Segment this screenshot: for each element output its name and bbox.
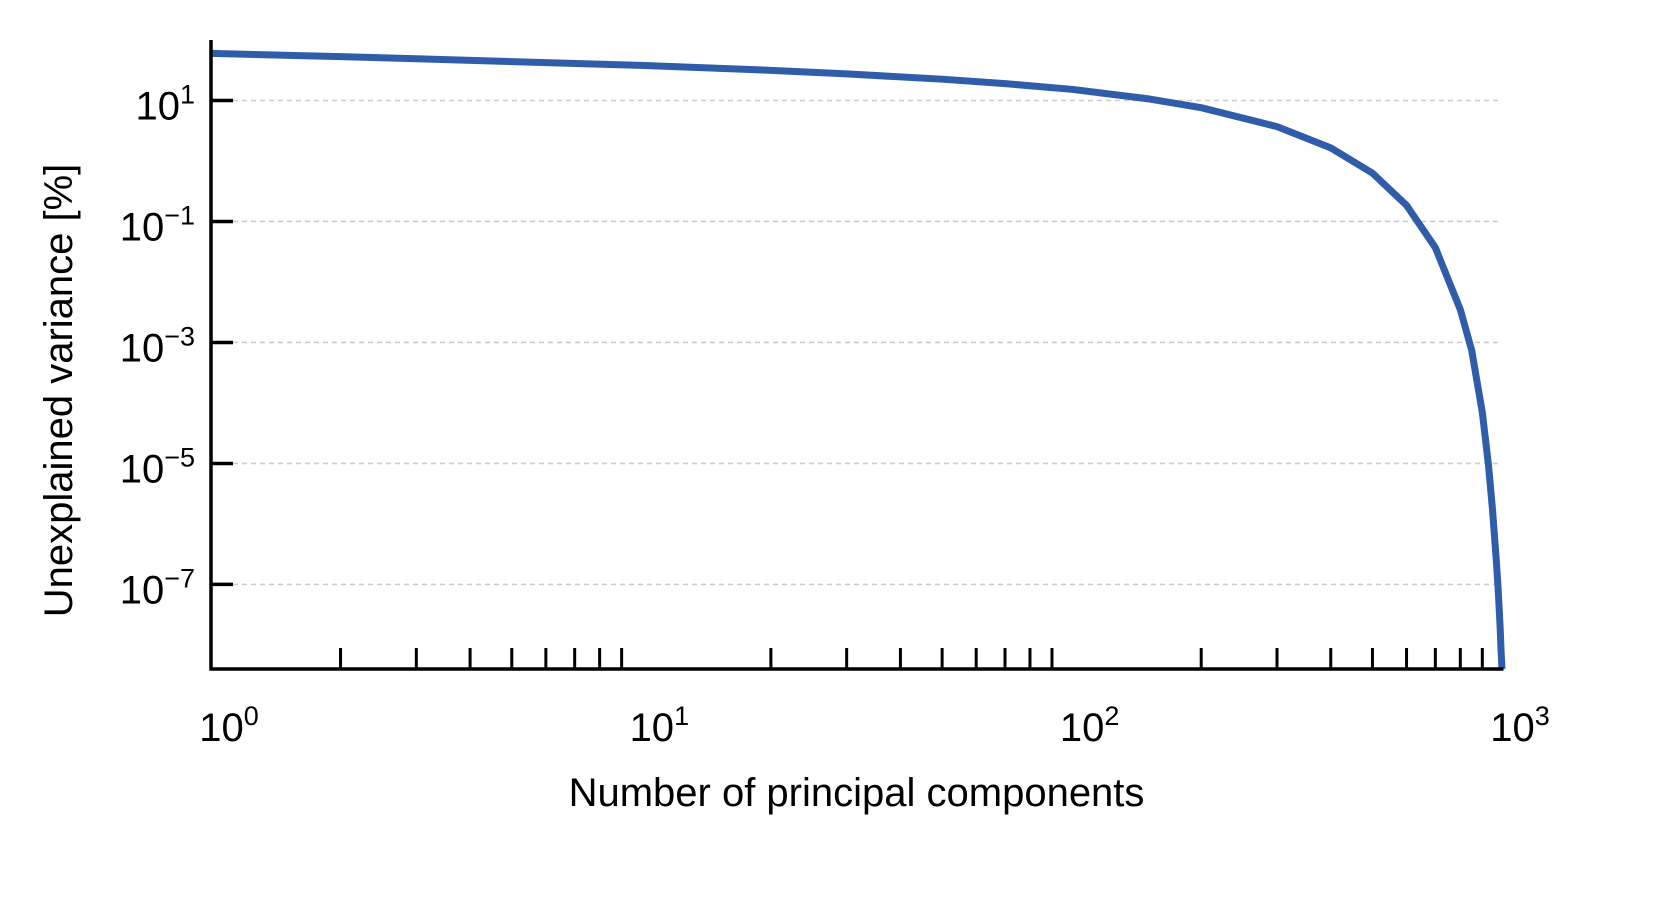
axes	[209, 40, 1504, 671]
series-line	[210, 49, 1506, 670]
x-tick-label-3: 103	[1490, 701, 1550, 750]
y-axis-title: Unexplained variance [%]	[37, 164, 81, 618]
x-tick-label-2: 102	[1060, 701, 1120, 750]
x-tick-label-1: 101	[630, 701, 690, 750]
x-tick-label-0: 100	[199, 701, 259, 750]
x-axis-title: Number of principal components	[569, 771, 1145, 815]
y-tick-label-3: 10−5	[120, 442, 195, 491]
y-tick-label-2: 10−3	[120, 321, 195, 370]
series-layer	[210, 49, 1506, 670]
grid-lines	[233, 99, 1502, 586]
y-tick-label-1: 10−1	[120, 200, 195, 249]
tick-labels: 100 101 102 103 101 10−1 10−3 10−5 10−7	[120, 79, 1550, 750]
y-tick-label-0: 101	[135, 79, 195, 128]
y-tick-label-4: 10−7	[120, 563, 195, 612]
